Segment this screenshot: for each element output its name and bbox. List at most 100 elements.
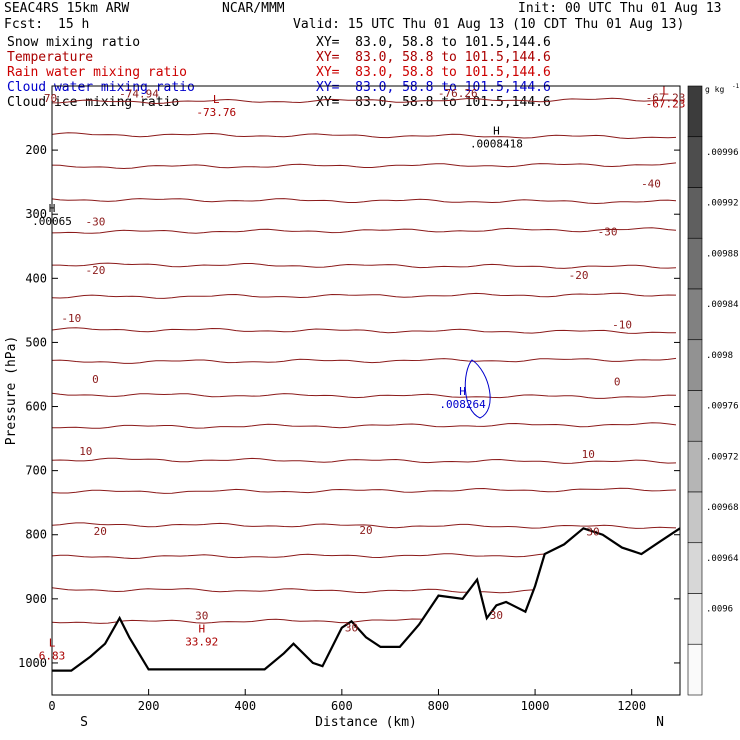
- extremum-marker: H: [49, 202, 56, 215]
- colorbar-label: .00964: [706, 554, 739, 564]
- init-time: Init: 00 UTC Thu 01 Aug 13: [518, 1, 722, 16]
- isotherm-label: -20: [569, 269, 589, 282]
- y-tick-label: 300: [25, 207, 47, 221]
- y-tick-label: 800: [25, 528, 47, 542]
- extremum-value: 33.92: [185, 635, 218, 648]
- isotherm-label: -67.23: [646, 92, 686, 105]
- colorbar-label: .00996: [706, 148, 739, 158]
- extremum-value: -73.76: [196, 106, 236, 119]
- colorbar-segment: [687, 288, 703, 341]
- colorbar-segment: [687, 187, 703, 239]
- isotherm-label: 0: [614, 376, 621, 389]
- y-tick-label: 400: [25, 271, 47, 285]
- x-tick-label: 400: [234, 699, 256, 713]
- colorbar-label: .0098: [706, 351, 733, 361]
- field-name: Snow mixing ratio: [7, 35, 141, 50]
- field-name: Temperature: [7, 50, 94, 65]
- colorbar-segment: [687, 390, 703, 442]
- extremum-marker: H: [459, 385, 466, 398]
- isotherm-label: -10: [612, 318, 632, 331]
- isotherm-line: [51, 457, 677, 464]
- x-tick-label: 0: [48, 699, 55, 713]
- field-name: Rain water mixing ratio: [7, 65, 188, 80]
- isotherm-line: [52, 262, 677, 269]
- extremum-value: .0008418: [470, 137, 523, 150]
- colorbar-unit-exponent: -1: [732, 83, 740, 90]
- x-tick-label: 1200: [617, 699, 646, 713]
- colorbar-segment: [687, 593, 703, 645]
- isotherm-label: -30: [598, 226, 618, 239]
- colorbar-segment: [687, 643, 703, 696]
- extremum-marker: L: [662, 85, 669, 98]
- isotherm-line: [51, 132, 677, 140]
- isotherm-label: 0: [92, 373, 99, 386]
- y-tick-label: 600: [25, 400, 47, 414]
- isotherm-line: [51, 227, 677, 234]
- y-tick-label: 700: [25, 464, 47, 478]
- extremum-marker: L: [213, 93, 220, 106]
- field-xy-range: XY= 83.0, 58.8 to 101.5,144.6: [316, 65, 551, 80]
- extremum-value: -67.23: [646, 98, 686, 111]
- extremum-marker: H: [198, 622, 205, 635]
- x-axis-label: Distance (km): [315, 715, 417, 730]
- isotherm-label: -10: [61, 312, 81, 325]
- y-tick-label: 900: [25, 592, 47, 606]
- extremum-marker: H: [493, 124, 500, 137]
- forecast-value: 15 h: [58, 17, 90, 32]
- isotherm-label: 30: [490, 609, 503, 622]
- field-xy-range: XY= 83.0, 58.8 to 101.5,144.6: [316, 50, 551, 65]
- extremum-value: .008264: [439, 398, 486, 411]
- extremum-marker: L: [49, 636, 56, 649]
- field-xy-range: XY= 83.0, 58.8 to 101.5,144.6: [316, 80, 551, 95]
- isotherm-label: 10: [582, 448, 595, 461]
- isotherm-label: 10: [79, 445, 92, 458]
- field-name: Cloud water mixing ratio: [7, 80, 195, 95]
- colorbar-segment: [687, 542, 703, 594]
- isotherm-line: [51, 522, 677, 529]
- isotherm-label: -74.94: [119, 88, 159, 101]
- isotherm-label: -30: [86, 215, 106, 228]
- isotherm-label: 30: [586, 526, 599, 539]
- model-title: SEAC4RS 15km ARW: [4, 1, 130, 16]
- field-name: Cloud ice mixing ratio: [7, 95, 180, 110]
- y-tick-label: 1000: [18, 656, 47, 670]
- extremum-value: .00065: [32, 215, 72, 228]
- colorbar-label: .00984: [706, 300, 739, 310]
- colorbar-segment: [687, 85, 703, 138]
- isotherm-line: [51, 327, 676, 334]
- isotherm-line: [51, 392, 677, 399]
- colorbar-label: .0096: [706, 605, 733, 615]
- valid-time: Valid: 15 UTC Thu 01 Aug 13 (10 CDT Thu …: [293, 17, 685, 32]
- isotherm-label: 20: [94, 525, 107, 538]
- colorbar-segment: [687, 491, 703, 544]
- colorbar-segment: [687, 136, 703, 188]
- isotherm-line: [51, 292, 677, 299]
- south-label: S: [80, 715, 88, 730]
- isotherm-line: [51, 97, 677, 105]
- isotherm-label: 30: [345, 622, 358, 635]
- colorbar-label: .00976: [706, 402, 739, 412]
- y-tick-label: 200: [25, 143, 47, 157]
- colorbar-segment: [687, 339, 703, 391]
- terrain-line: [52, 527, 681, 672]
- isotherm-line: [51, 422, 677, 429]
- center-label: NCAR/MMM: [222, 1, 285, 16]
- isotherm-label: -76.26: [438, 87, 478, 100]
- forecast-label: Fcst:: [4, 17, 44, 32]
- isotherm-label: 30: [195, 610, 208, 623]
- colorbar-label: .00988: [706, 249, 739, 259]
- colorbar-segment: [687, 237, 703, 290]
- isotherm-line: [51, 162, 677, 170]
- y-tick-label: 500: [25, 335, 47, 349]
- colorbar-unit: g kg: [705, 85, 724, 94]
- plot-frame: [51, 85, 681, 696]
- colorbar-segment: [687, 440, 703, 493]
- isotherm-line: [51, 198, 677, 205]
- terrain-fill: [52, 528, 680, 695]
- isotherm-label: 20: [359, 524, 372, 537]
- extremum-value: 6.83: [39, 649, 66, 662]
- isotherm-line: [51, 487, 677, 494]
- cloud-water-contour: [464, 359, 491, 419]
- x-tick-label: 600: [331, 699, 353, 713]
